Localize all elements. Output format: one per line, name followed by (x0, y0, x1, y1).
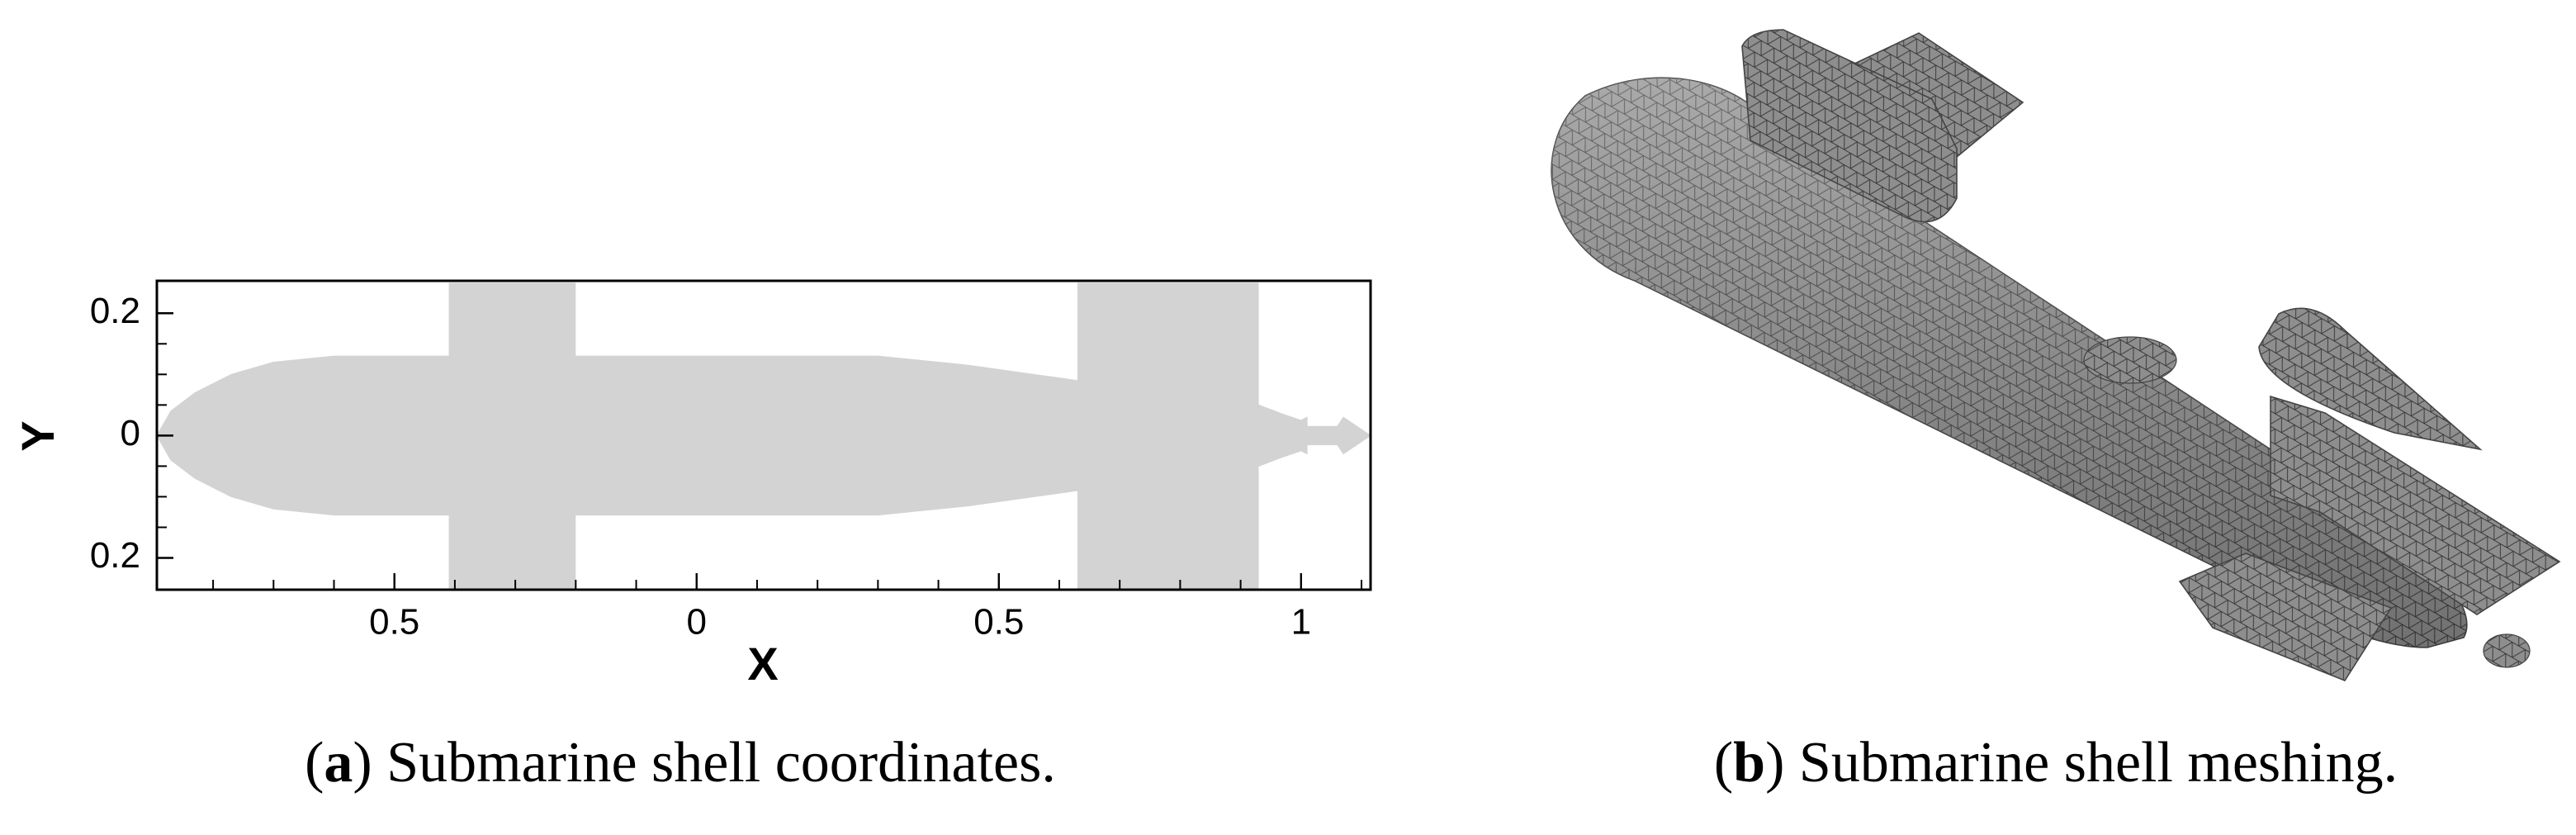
caption-text: ) Submarine shell meshing. (1765, 731, 2398, 795)
caption-b: (b) Submarine shell meshing. (1714, 731, 2398, 795)
caption-prefix: ( (305, 731, 324, 795)
fin (1077, 282, 1259, 589)
y-tick-label: 0.2 (90, 291, 140, 331)
y-tick-label: 0 (121, 413, 140, 453)
caption-label: b (1733, 731, 1765, 795)
y-axis-label: Y (12, 420, 64, 451)
caption-prefix: ( (1714, 731, 1733, 795)
x-tick-label: 0.5 (369, 602, 419, 643)
plot-area: 0.5 0 0.5 1 0.2 0 0.2 (90, 279, 1372, 643)
caption-a: (a) Submarine shell coordinates. (305, 731, 1056, 795)
caption-text: ) Submarine shell coordinates. (353, 731, 1055, 795)
y-tick-label: 0.2 (90, 535, 140, 576)
x-tick-label: 1 (1291, 602, 1311, 643)
caption-label: a (324, 731, 353, 795)
fin (448, 282, 576, 589)
x-axis-label: X (747, 638, 778, 690)
x-tick-label: 0 (686, 602, 706, 643)
mesh-render (1551, 29, 2561, 681)
x-tick-label: 0.5 (973, 602, 1024, 643)
